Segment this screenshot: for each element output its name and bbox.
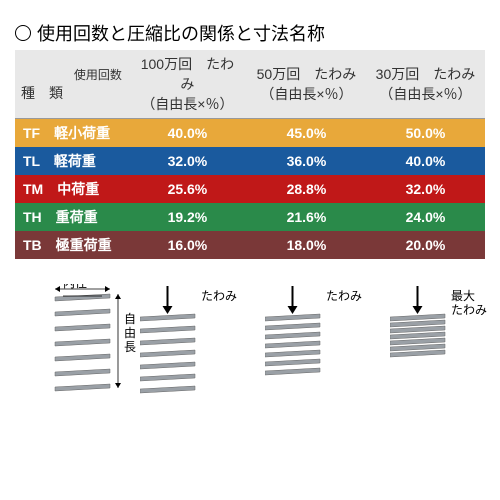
spring-diagram: 外径内径自由長 bbox=[25, 284, 140, 415]
svg-text:自: 自 bbox=[124, 312, 136, 326]
col-kind: 使用回数 種 類 bbox=[15, 50, 128, 119]
col-50: 50万回 たわみ（自由長×％） bbox=[247, 50, 366, 119]
spring-diagram: 最大たわみ bbox=[390, 284, 500, 415]
spring-icon: たわみ bbox=[265, 284, 390, 392]
svg-text:たわみ: たわみ bbox=[451, 303, 487, 317]
svg-text:たわみ: たわみ bbox=[326, 289, 362, 303]
table-row: TH 重荷重19.2%21.6%24.0% bbox=[15, 203, 485, 231]
spring-icon: 最大たわみ bbox=[390, 284, 500, 374]
svg-text:由: 由 bbox=[124, 326, 136, 340]
spring-diagram: たわみ bbox=[140, 284, 265, 415]
table-row: TL 軽荷重32.0%36.0%40.0% bbox=[15, 147, 485, 175]
svg-text:内径: 内径 bbox=[63, 284, 87, 290]
svg-text:最大: 最大 bbox=[451, 289, 475, 303]
table-row: TB 極重荷重16.0%18.0%20.0% bbox=[15, 231, 485, 259]
page-title: 使用回数と圧縮比の関係と寸法名称 bbox=[37, 20, 325, 46]
svg-text:たわみ: たわみ bbox=[201, 289, 237, 303]
spring-icon: たわみ bbox=[140, 284, 265, 410]
spring-icon: 外径内径自由長 bbox=[25, 284, 140, 408]
deflection-table: 使用回数 種 類 100万回 たわみ（自由長×％） 50万回 たわみ（自由長×％… bbox=[15, 50, 485, 259]
title-marker bbox=[15, 25, 31, 41]
spring-diagram: たわみ bbox=[265, 284, 390, 415]
svg-text:長: 長 bbox=[124, 340, 136, 354]
col-30: 30万回 たわみ（自由長×％） bbox=[366, 50, 485, 119]
col-100: 100万回 たわみ（自由長×％） bbox=[128, 50, 247, 119]
table-row: TM 中荷重25.6%28.8%32.0% bbox=[15, 175, 485, 203]
table-row: TF 軽小荷重40.0%45.0%50.0% bbox=[15, 119, 485, 148]
